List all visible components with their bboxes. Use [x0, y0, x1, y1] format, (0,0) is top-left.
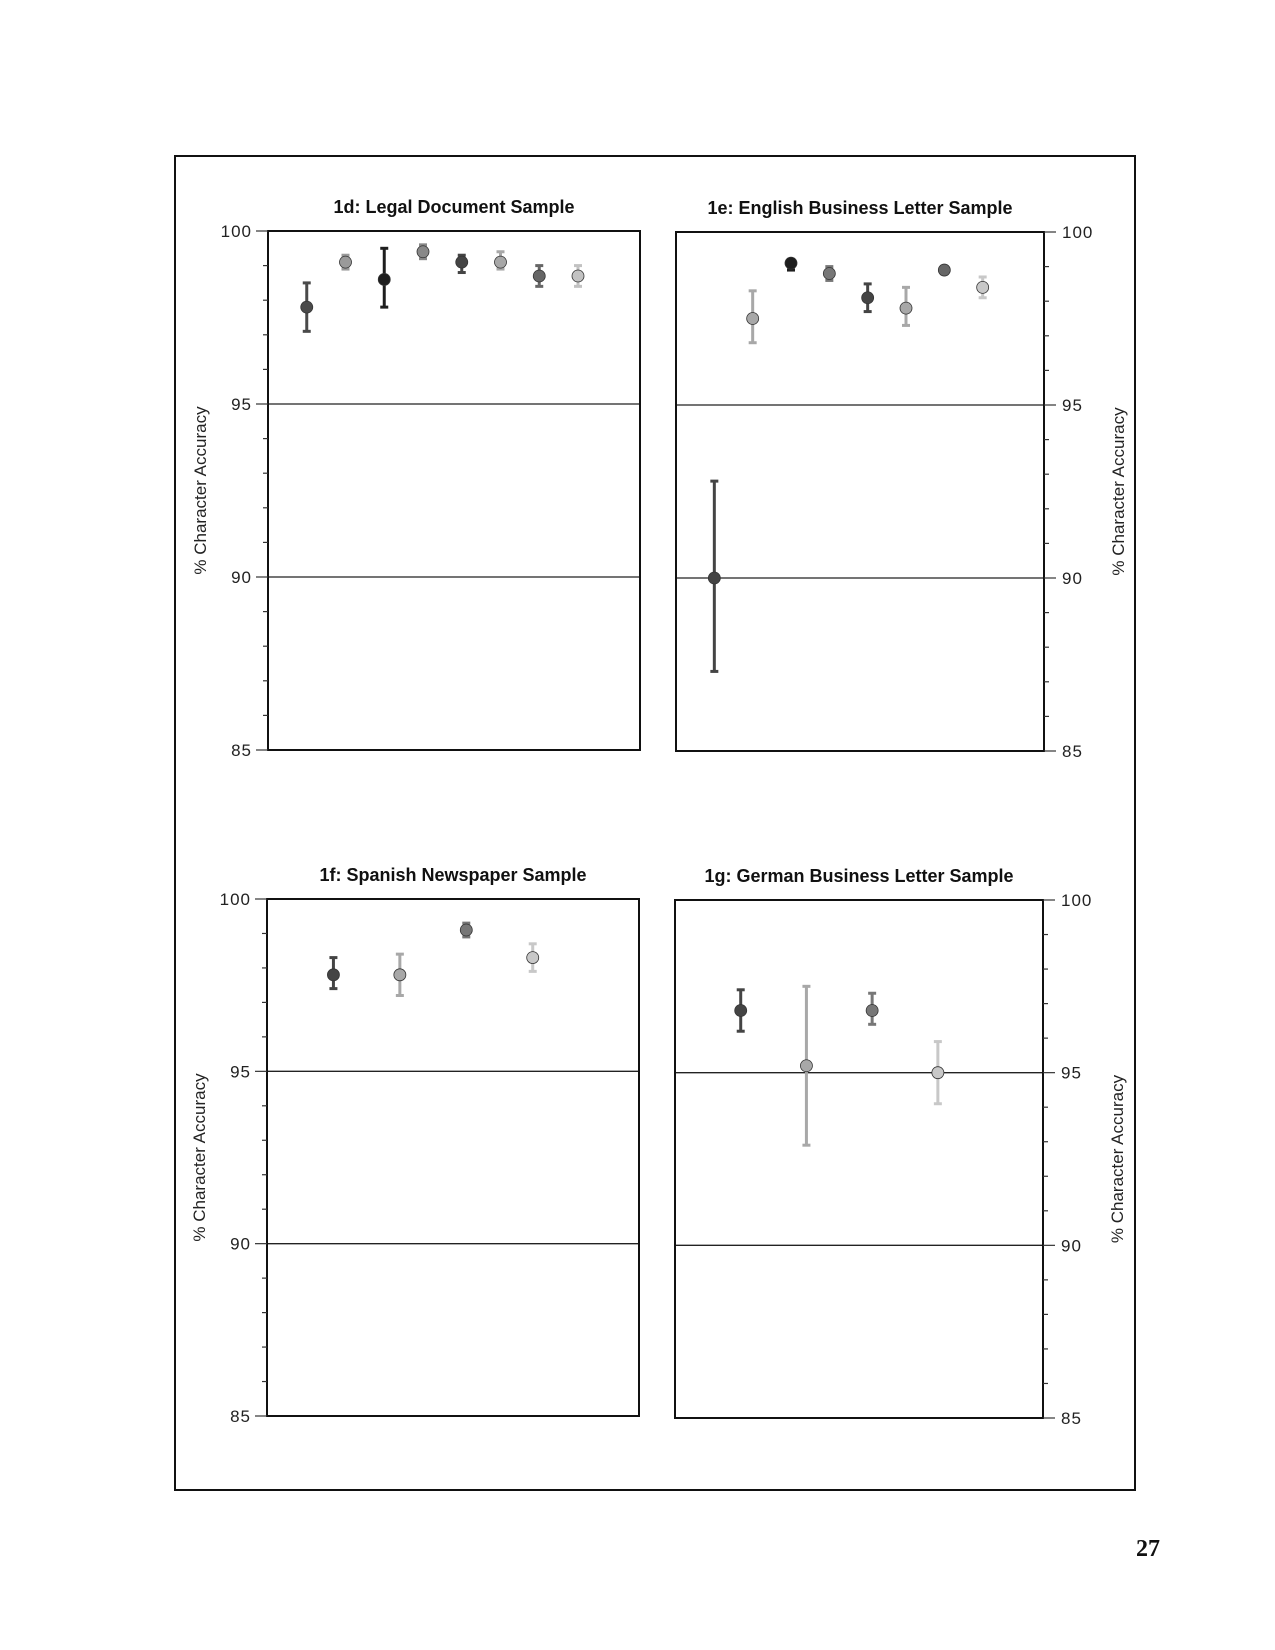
data-point-6	[494, 250, 507, 271]
marker	[377, 273, 391, 286]
page-number: 27	[1136, 1536, 1160, 1562]
data-point-3	[459, 921, 473, 939]
data-point-3	[865, 991, 879, 1026]
marker	[937, 263, 951, 277]
y-tick-label: 90	[1061, 1236, 1082, 1255]
data-point-2	[746, 289, 760, 345]
marker	[899, 301, 913, 315]
y-tick-label: 85	[230, 1407, 251, 1426]
data-point-7	[937, 263, 951, 277]
chart-title: 1f: Spanish Newspaper Sample	[319, 865, 586, 885]
data-point-6	[899, 285, 913, 327]
marker	[300, 300, 314, 314]
y-tick-label: 85	[1061, 1409, 1082, 1428]
plot-frame	[267, 230, 641, 751]
data-point-1	[707, 479, 721, 673]
y-tick-label: 90	[1062, 569, 1083, 588]
y-tick-label: 95	[231, 395, 252, 414]
marker	[459, 923, 473, 937]
plot-frame	[675, 231, 1045, 752]
y-axis-label: % Character Accuracy	[190, 1073, 209, 1242]
plot-frame	[266, 898, 640, 1417]
data-point-7	[532, 264, 546, 288]
plot-frame	[674, 899, 1044, 1419]
data-point-8	[976, 275, 990, 300]
data-point-2	[339, 253, 352, 271]
marker	[734, 1004, 748, 1017]
data-point-4	[416, 243, 430, 261]
chart-panel-4: 85 90 95 100 % Character Accuracy 1g: German …	[674, 866, 1127, 1428]
marker	[931, 1066, 945, 1080]
y-tick-label: 100	[221, 222, 252, 241]
data-point-5	[455, 253, 469, 275]
y-axis-label: % Character Accuracy	[1108, 1074, 1127, 1243]
marker	[339, 255, 352, 269]
marker	[861, 291, 875, 305]
marker	[455, 255, 469, 269]
marker	[865, 1004, 879, 1017]
chart-panel-3: 85 90 95 100 % Character Accuracy 1f: Spanish…	[190, 865, 640, 1426]
y-tick-label: 90	[230, 1235, 251, 1254]
data-point-1	[327, 956, 340, 991]
marker	[526, 951, 540, 964]
marker	[822, 267, 836, 280]
marker	[416, 245, 430, 259]
data-point-5	[861, 282, 875, 314]
marker	[532, 269, 546, 283]
data-point-2	[800, 984, 813, 1147]
marker	[494, 255, 507, 269]
y-axis-label: % Character Accuracy	[191, 406, 210, 575]
marker	[746, 312, 760, 325]
marker	[707, 571, 721, 585]
data-point-4	[822, 265, 836, 282]
y-tick-label: 95	[1061, 1064, 1082, 1083]
data-point-3	[784, 256, 798, 272]
y-axis-label: % Character Accuracy	[1109, 407, 1128, 576]
data-point-2	[393, 952, 407, 998]
chart-title: 1d: Legal Document Sample	[333, 197, 574, 217]
y-tick-label: 100	[220, 890, 251, 909]
y-tick-label: 100	[1062, 223, 1093, 242]
y-tick-label: 90	[231, 568, 252, 587]
data-point-4	[526, 942, 540, 973]
y-tick-label: 100	[1061, 891, 1092, 910]
data-point-4	[931, 1040, 945, 1106]
data-point-1	[734, 988, 748, 1033]
data-point-3	[377, 246, 391, 309]
y-tick-label: 95	[230, 1062, 251, 1081]
marker	[784, 256, 798, 270]
marker	[327, 968, 340, 982]
figure-border	[174, 155, 1136, 1491]
chart-title: 1g: German Business Letter Sample	[704, 866, 1013, 886]
y-tick-label: 95	[1062, 396, 1083, 415]
marker	[976, 280, 990, 294]
y-tick-label: 85	[231, 741, 252, 760]
data-point-8	[571, 264, 585, 288]
y-tick-label: 85	[1062, 742, 1083, 761]
chart-panel-1: 85 90 95 100 % Character Accuracy 1d: Legal D…	[191, 197, 641, 760]
chart-panel-2: 85 90 95 100 % Character Accuracy 1e: English…	[675, 198, 1128, 761]
marker	[393, 968, 407, 982]
chart-title: 1e: English Business Letter Sample	[707, 198, 1012, 218]
data-point-1	[300, 281, 314, 333]
marker	[571, 269, 585, 283]
marker	[800, 1059, 813, 1073]
